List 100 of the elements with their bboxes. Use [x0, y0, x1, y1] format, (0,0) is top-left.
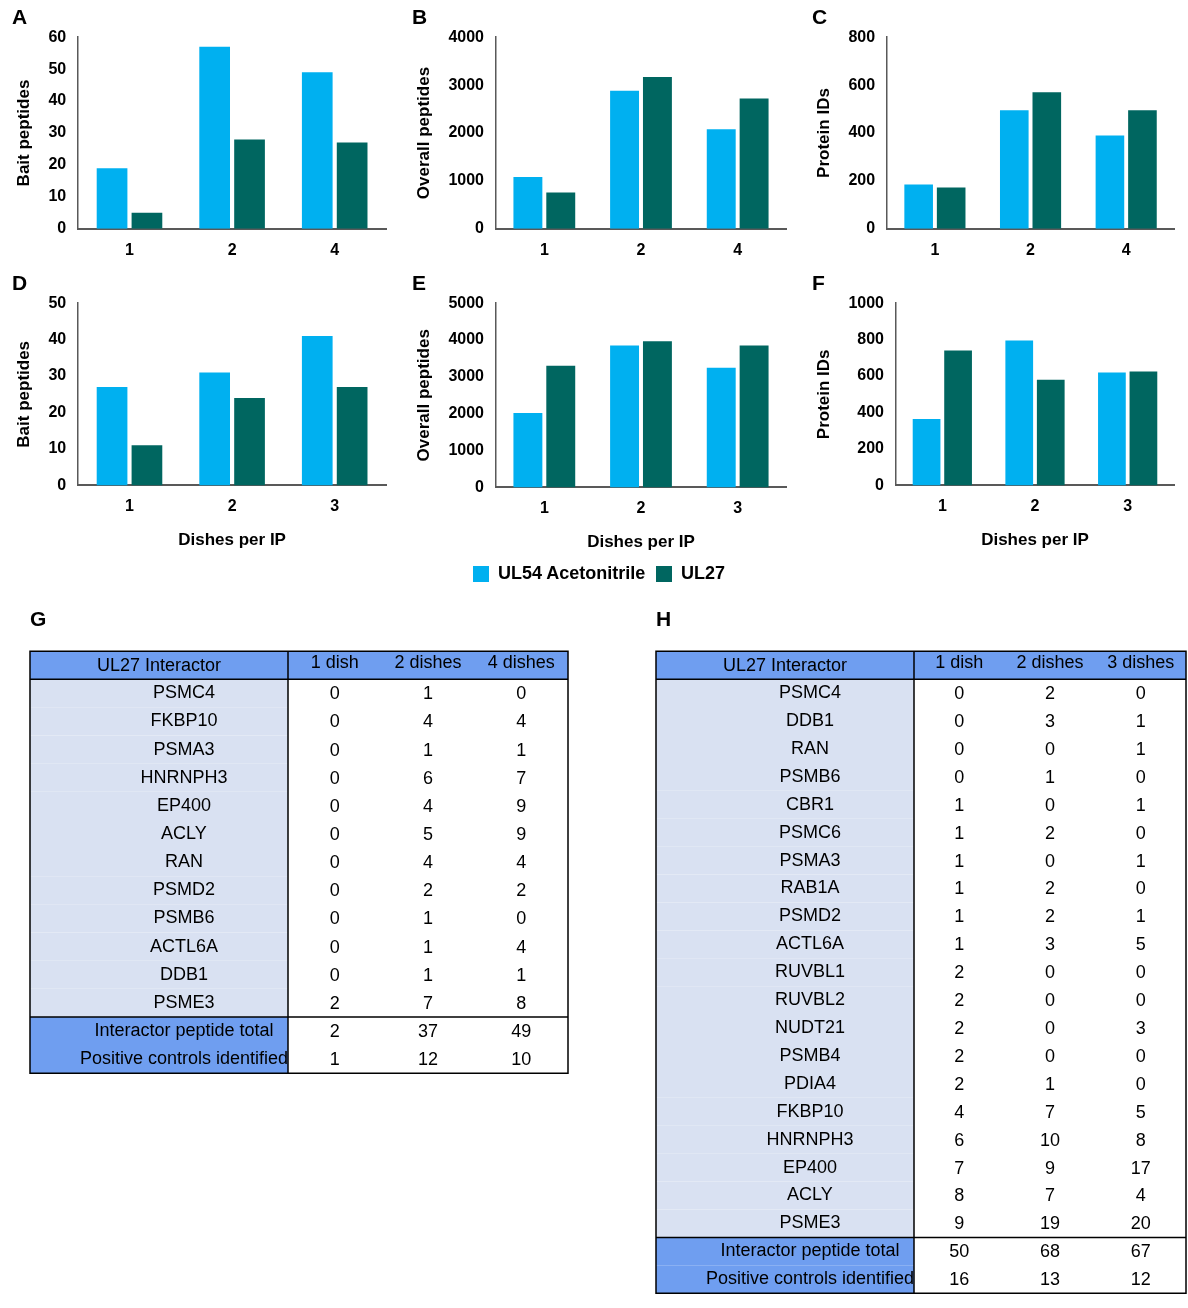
y-tick-label: 600 [857, 366, 885, 384]
y-tick-label: 0 [866, 219, 876, 237]
y-tick-label: 30 [48, 123, 67, 141]
bar [131, 212, 163, 229]
x-axis-title: Dishes per IP [587, 532, 695, 552]
data-label: 3 [1044, 934, 1056, 955]
data-label: 0 [1135, 878, 1146, 899]
data-label: 2 [1044, 906, 1056, 927]
bar [336, 387, 368, 486]
y-tick-label: PSMC4 [778, 682, 841, 703]
x-tick-label: 2 dishes [1016, 652, 1084, 673]
bar [706, 367, 736, 488]
y-tick-label: ACTL6A [149, 935, 218, 956]
y-tick-label: 50 [48, 59, 67, 77]
y-tick-label: PSME3 [779, 1212, 841, 1233]
data-label: 12 [417, 1049, 439, 1070]
bar [642, 76, 672, 229]
bar [904, 184, 933, 229]
x-tick-label: 1 [539, 499, 549, 517]
bar [546, 192, 576, 229]
data-label: 1 [422, 683, 434, 704]
x-tick-label: 1 dish [935, 652, 984, 673]
data-label: 5 [1135, 934, 1146, 955]
y-tick-label: 600 [848, 75, 876, 93]
bar [739, 98, 769, 229]
y-tick-label: 400 [848, 123, 876, 141]
data-label: 20 [1130, 1213, 1151, 1234]
y-tick-label: 20 [48, 155, 67, 173]
data-label: 2 [954, 1073, 965, 1094]
bar [336, 142, 368, 229]
y-tick-label: ACLY [787, 1184, 833, 1205]
data-label: 68 [1039, 1241, 1061, 1262]
y-tick-label: 0 [875, 475, 885, 493]
bar [642, 341, 672, 488]
data-label: 0 [1135, 1045, 1146, 1066]
y-axis-title: Protein IDs [813, 349, 833, 440]
data-label: 2 [422, 880, 434, 901]
data-label: 0 [329, 767, 340, 788]
y-tick-label: 200 [857, 439, 885, 457]
data-label: 4 [1135, 1185, 1146, 1206]
data-label: 12 [1130, 1269, 1151, 1290]
y-tick-label: RUVBL1 [774, 961, 845, 982]
data-label: 2 [954, 1045, 965, 1066]
bar [610, 90, 640, 229]
y-tick-label: RAB1A [780, 877, 840, 898]
data-label: 1 [954, 878, 965, 899]
x-axis-title: Dishes per IP [981, 530, 1089, 550]
x-tick-label: 3 [733, 499, 743, 517]
data-label: 0 [954, 711, 965, 732]
y-tick-label: 2000 [448, 123, 485, 141]
x-tick-label: 1 [930, 240, 940, 258]
x-tick-label: 2 [227, 240, 237, 258]
data-label: 0 [954, 738, 965, 759]
data-label: 0 [1044, 738, 1056, 759]
y-tick-label: 2000 [448, 404, 485, 422]
y-tick-label: FKBP10 [150, 710, 218, 731]
bar [301, 336, 333, 486]
y-tick-label: HNRNPH3 [766, 1128, 854, 1149]
data-label: 0 [329, 739, 340, 760]
data-label: 0 [329, 880, 340, 901]
y-tick-label: 800 [848, 27, 876, 45]
bar [1095, 135, 1125, 229]
data-label: 0 [329, 711, 340, 732]
y-tick-label: PSMD2 [152, 879, 215, 900]
bar [234, 139, 265, 229]
data-label: 1 [1135, 906, 1146, 927]
y-tick-label: 30 [48, 366, 67, 384]
data-label: 0 [1135, 990, 1146, 1011]
y-tick-label: HNRNPH3 [140, 766, 228, 787]
data-label: 4 [516, 852, 527, 873]
y-tick-label: 40 [48, 91, 67, 109]
y-tick-label: 10 [48, 187, 67, 205]
y-tick-label: PSME3 [153, 991, 215, 1012]
data-label: 4 [422, 711, 434, 732]
y-tick-label: RAN [790, 737, 829, 758]
x-tick-label: 2 dishes [394, 652, 462, 673]
y-tick-label: PSMC4 [152, 682, 215, 703]
y-tick-label: DDB1 [785, 710, 834, 731]
y-tick-label: PSMB6 [153, 907, 215, 928]
x-tick-label: 4 [1121, 240, 1131, 258]
y-tick-label: RUVBL2 [774, 989, 845, 1010]
data-label: 4 [516, 936, 527, 957]
bar [513, 412, 543, 488]
data-label: 6 [422, 767, 434, 788]
y-tick-label: 5000 [448, 293, 485, 311]
bar [936, 187, 966, 229]
data-label: 7 [954, 1157, 965, 1178]
bar [999, 110, 1029, 229]
data-label: 7 [422, 992, 434, 1013]
data-label: 0 [1044, 1018, 1056, 1039]
y-tick-label: PSMC6 [778, 821, 841, 842]
y-tick-label: 10 [48, 439, 67, 457]
data-label: 1 [516, 964, 527, 985]
data-label: 1 [422, 936, 434, 957]
data-label: 0 [1044, 794, 1056, 815]
data-label: 5 [422, 823, 434, 844]
y-tick-label: PSMD2 [778, 905, 841, 926]
x-tick-label: 1 dish [310, 652, 359, 673]
y-axis-title: Bait peptides [13, 340, 33, 448]
data-label: 1 [954, 794, 965, 815]
